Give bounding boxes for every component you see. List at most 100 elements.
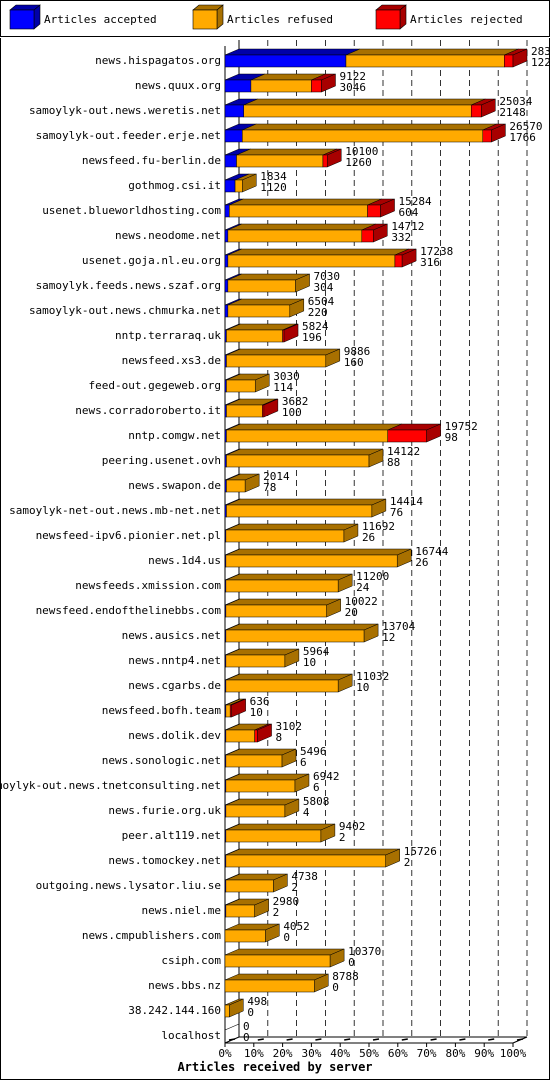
bar-side-9 xyxy=(295,273,310,293)
x-tick-floor-3 xyxy=(315,1038,322,1041)
total-value-label: 2980 xyxy=(273,895,300,908)
refused-value-label: 24 xyxy=(356,581,370,594)
bar-side-20 xyxy=(396,548,412,568)
bar-0-2 xyxy=(504,54,514,68)
server-label: news.niel.me xyxy=(142,904,221,917)
refused-value-label: 88 xyxy=(387,456,400,469)
bar-side-14 xyxy=(263,398,279,418)
x-tick-floor-0 xyxy=(228,1038,236,1041)
bar-top-36-1 xyxy=(224,948,345,956)
bar-38-1 xyxy=(224,1004,230,1018)
bar-6-0 xyxy=(224,204,230,218)
bar-19-1 xyxy=(225,529,345,543)
legend-label-2: Articles rejected xyxy=(410,13,523,26)
refused-value-label: 316 xyxy=(420,256,440,269)
bar-15-2 xyxy=(387,429,427,443)
x-axis-label: Articles received by server xyxy=(177,1060,372,1074)
bar-6-1 xyxy=(229,204,368,218)
bar-side-2 xyxy=(481,98,496,118)
total-value-label: 15284 xyxy=(399,195,432,208)
server-label: newsfeed.bofh.team xyxy=(102,704,222,717)
server-label: peer.alt119.net xyxy=(122,829,221,842)
refused-value-label: 12 xyxy=(382,631,395,644)
bar-side-19 xyxy=(343,523,359,543)
refused-value-label: 2148 xyxy=(499,106,526,119)
bar-side-26 xyxy=(231,698,246,718)
bar-top-19-1 xyxy=(225,523,359,531)
x-tick-label-1: 10% xyxy=(244,1047,264,1060)
total-value-label: 11200 xyxy=(356,570,389,583)
server-label: localhost xyxy=(161,1029,221,1042)
x-tick-label-3: 30% xyxy=(301,1047,321,1060)
server-label: feed-out.gegeweb.org xyxy=(89,379,221,392)
total-value-label: 636 xyxy=(250,695,270,708)
bar-side-4 xyxy=(326,148,342,168)
refused-value-label: 10 xyxy=(303,656,316,669)
legend-swatch-1 xyxy=(192,9,218,30)
total-value-label: 19752 xyxy=(445,420,478,433)
bar-1-1 xyxy=(250,79,312,93)
bar-1-0 xyxy=(224,79,252,93)
bar-top-22-1 xyxy=(225,598,341,606)
refused-value-label: 332 xyxy=(391,231,411,244)
x-tick-label-5: 50% xyxy=(359,1047,379,1060)
bar-8-0 xyxy=(224,254,229,268)
bar-side-0 xyxy=(512,48,528,68)
refused-value-label: 1120 xyxy=(260,181,287,194)
bar-top-18-1 xyxy=(226,498,386,506)
bar-top-6-1 xyxy=(229,198,382,206)
server-label: news.ausics.net xyxy=(122,629,221,642)
server-label: samoylyk-out.feeder.erje.net xyxy=(36,129,221,142)
bar-side-27 xyxy=(257,723,272,743)
refused-value-label: 78 xyxy=(263,481,276,494)
bar-2-1 xyxy=(243,104,472,118)
total-value-label: 26570 xyxy=(509,120,542,133)
bar-20-1 xyxy=(225,554,398,568)
bar-28-1 xyxy=(225,754,283,768)
server-label: peering.usenet.ovh xyxy=(102,454,221,467)
server-label: news.corradoroberto.it xyxy=(75,404,221,417)
server-label: news.cgarbs.de xyxy=(128,679,221,692)
refused-value-label: 76 xyxy=(390,506,403,519)
bar-25-1 xyxy=(225,679,339,693)
bar-side-22 xyxy=(326,598,341,618)
x-tick-label-0: 0% xyxy=(218,1047,232,1060)
server-label: news.dolik.dev xyxy=(128,729,221,742)
bar-4-0 xyxy=(224,154,237,168)
bar-top-21-1 xyxy=(225,573,353,581)
bar-side-16 xyxy=(368,448,384,468)
server-label: news.bbs.nz xyxy=(148,979,221,992)
x-tick-floor-8 xyxy=(459,1038,466,1041)
total-value-label: 25034 xyxy=(499,95,532,108)
refused-value-label: 0 xyxy=(247,1006,254,1019)
total-value-label: 3102 xyxy=(276,720,303,733)
bar-top-3-1 xyxy=(242,123,497,131)
bar-top-23-1 xyxy=(225,623,379,631)
total-value-label: 5964 xyxy=(303,645,330,658)
refused-value-label: 0 xyxy=(243,1031,250,1044)
bar-side-28 xyxy=(281,748,297,768)
bar-27-2 xyxy=(254,729,258,743)
refused-value-label: 2 xyxy=(339,831,346,844)
bar-7-0 xyxy=(224,229,229,243)
total-value-label: 15726 xyxy=(404,845,437,858)
x-tick-floor-6 xyxy=(401,1038,408,1041)
bar-side-38 xyxy=(229,998,244,1018)
refused-value-label: 1766 xyxy=(509,131,536,144)
bar-15-1 xyxy=(226,429,388,443)
legend-label-0: Articles accepted xyxy=(44,13,157,26)
total-value-label: 0 xyxy=(243,1020,250,1033)
bar-side-1 xyxy=(321,73,336,93)
total-value-label: 5824 xyxy=(302,320,329,333)
server-label: news.neodome.net xyxy=(115,229,221,242)
bar-top-0-1 xyxy=(345,48,519,56)
refused-value-label: 160 xyxy=(344,356,364,369)
bar-9-0 xyxy=(224,279,229,293)
bars xyxy=(224,48,528,1031)
bar-side-7 xyxy=(373,223,388,243)
refused-value-label: 100 xyxy=(282,406,302,419)
bar-2-2 xyxy=(470,104,482,118)
server-label: newsfeed-ipv6.pionier.net.pl xyxy=(36,529,221,542)
refused-value-label: 6 xyxy=(300,756,307,769)
